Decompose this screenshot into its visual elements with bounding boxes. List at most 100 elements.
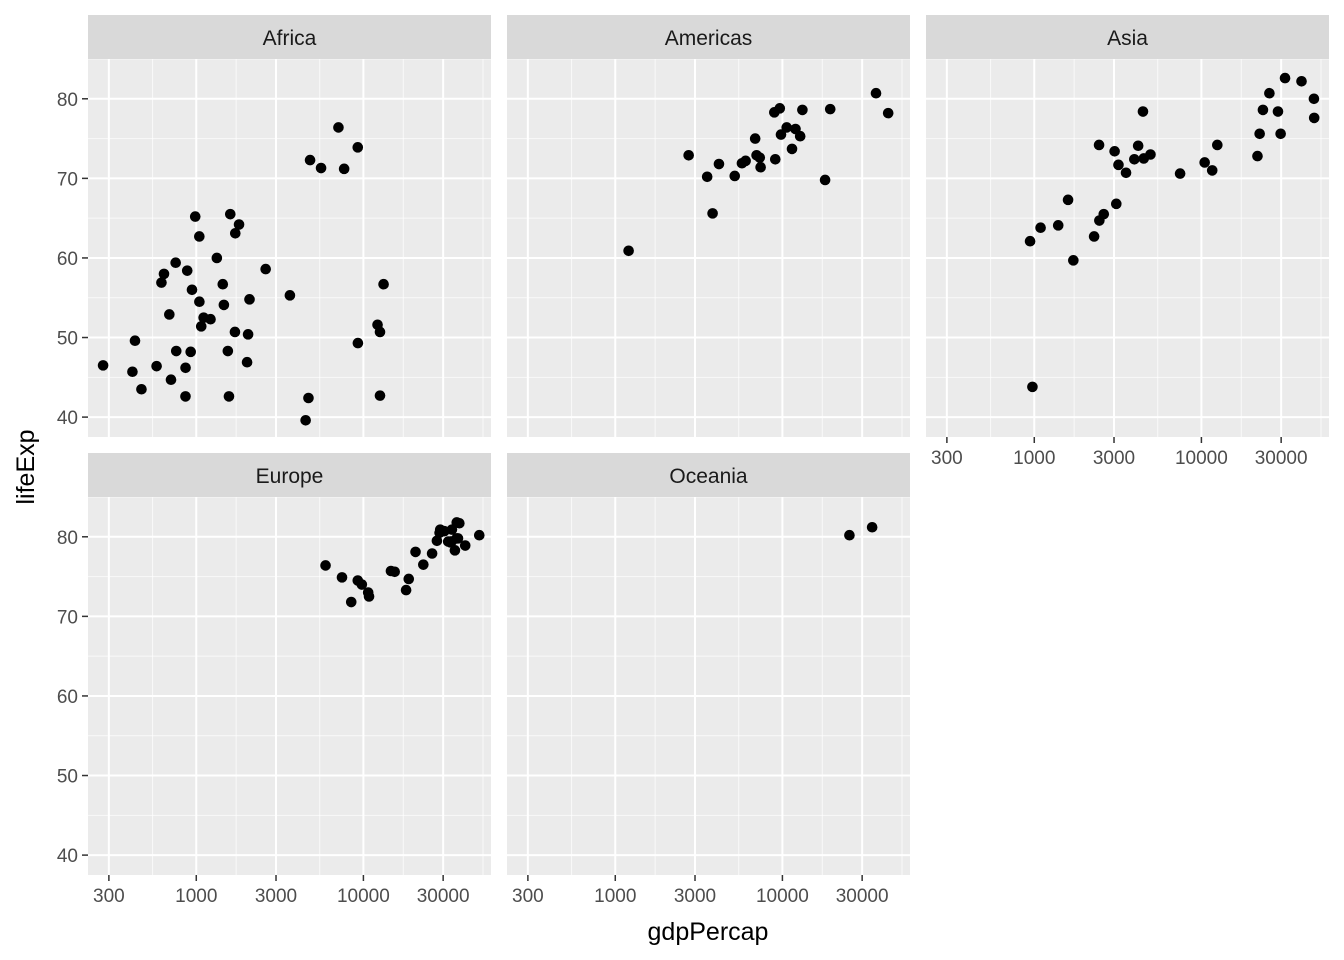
data-point <box>181 265 193 276</box>
data-point <box>754 152 766 163</box>
panel-background <box>507 59 910 437</box>
data-point <box>701 171 713 183</box>
data-point <box>164 309 175 320</box>
data-point <box>241 356 253 368</box>
data-point <box>284 290 296 301</box>
facet-asia: Asia <box>926 15 1329 437</box>
data-point <box>729 170 741 182</box>
x-tick-label: 3000 <box>674 886 716 907</box>
data-point <box>244 294 255 305</box>
data-point <box>156 277 167 288</box>
data-points <box>623 87 894 257</box>
data-point <box>844 529 855 541</box>
x-tick-label: 10000 <box>337 886 390 907</box>
data-points <box>97 122 389 426</box>
y-axis-title: lifeExp <box>12 429 40 504</box>
data-point <box>229 227 241 239</box>
x-axis-title: gdpPercap <box>648 918 769 946</box>
data-point <box>449 545 461 556</box>
data-point <box>431 535 443 547</box>
panel-background <box>926 59 1329 437</box>
data-point <box>186 284 198 296</box>
facet-strip-asia <box>926 15 1329 59</box>
data-point <box>755 161 766 173</box>
grid-lines <box>507 497 910 875</box>
data-point <box>374 390 386 401</box>
x-tick-label: 300 <box>931 448 963 469</box>
data-point <box>189 211 201 222</box>
data-point <box>473 529 485 541</box>
data-point <box>127 366 138 378</box>
data-point <box>713 158 725 170</box>
data-point <box>410 546 421 558</box>
facet-strip-africa <box>88 15 491 59</box>
data-point <box>1279 72 1291 84</box>
facet-strip-americas <box>507 15 910 59</box>
facet-strip-europe <box>88 453 491 497</box>
data-point <box>229 326 241 338</box>
data-point <box>1132 140 1144 152</box>
data-point <box>345 596 357 608</box>
data-point <box>180 391 191 402</box>
data-point <box>303 392 314 404</box>
data-point <box>242 329 254 340</box>
data-point <box>1272 106 1284 117</box>
data-points <box>320 517 485 608</box>
data-point <box>222 345 234 357</box>
data-point <box>260 263 271 275</box>
data-point <box>790 123 801 135</box>
y-tick-label: 70 <box>57 169 78 190</box>
data-point <box>1098 208 1110 220</box>
y-tick-label: 50 <box>57 329 78 350</box>
data-point <box>819 174 831 186</box>
facet-strip-label: Asia <box>1107 27 1148 50</box>
data-point <box>426 548 438 559</box>
grid-lines <box>88 497 491 875</box>
data-point <box>194 231 205 242</box>
data-point <box>824 103 836 115</box>
data-point <box>797 104 808 116</box>
data-point <box>352 142 364 153</box>
data-point <box>403 573 415 585</box>
data-points <box>1024 72 1320 393</box>
data-point <box>136 383 147 395</box>
data-point <box>775 129 787 140</box>
grid-lines <box>88 59 491 437</box>
data-point <box>1206 165 1218 176</box>
data-point <box>707 208 718 219</box>
data-point <box>1296 75 1307 87</box>
x-tick-label: 10000 <box>756 886 809 907</box>
x-tick-label: 3000 <box>1093 448 1135 469</box>
data-point <box>454 517 465 529</box>
data-point <box>1062 194 1074 206</box>
data-point <box>389 566 400 578</box>
data-point <box>170 257 181 269</box>
x-tick-label: 300 <box>93 886 125 907</box>
data-point <box>1275 128 1286 140</box>
data-point <box>211 252 223 264</box>
data-point <box>781 122 793 133</box>
data-point <box>459 540 471 551</box>
data-point <box>1093 139 1105 151</box>
data-point <box>446 524 458 535</box>
data-point <box>233 219 245 230</box>
y-tick-label: 40 <box>57 408 78 429</box>
data-point <box>300 414 311 426</box>
facet-strip-label: Oceania <box>669 465 748 488</box>
data-point <box>418 559 429 570</box>
x-tick-label: 3000 <box>255 886 297 907</box>
x-tick-label: 1000 <box>594 886 636 907</box>
data-point <box>356 579 368 590</box>
data-point <box>749 133 761 144</box>
data-point <box>1252 150 1263 162</box>
data-point <box>1024 235 1036 247</box>
data-point <box>218 299 230 311</box>
data-point <box>158 268 170 280</box>
panel-background <box>88 59 491 437</box>
facet-strip-label: Africa <box>263 27 317 50</box>
data-point <box>623 245 634 257</box>
facet-oceania: Oceania <box>507 453 910 875</box>
y-tick-label: 80 <box>57 90 78 111</box>
data-point <box>736 157 748 169</box>
